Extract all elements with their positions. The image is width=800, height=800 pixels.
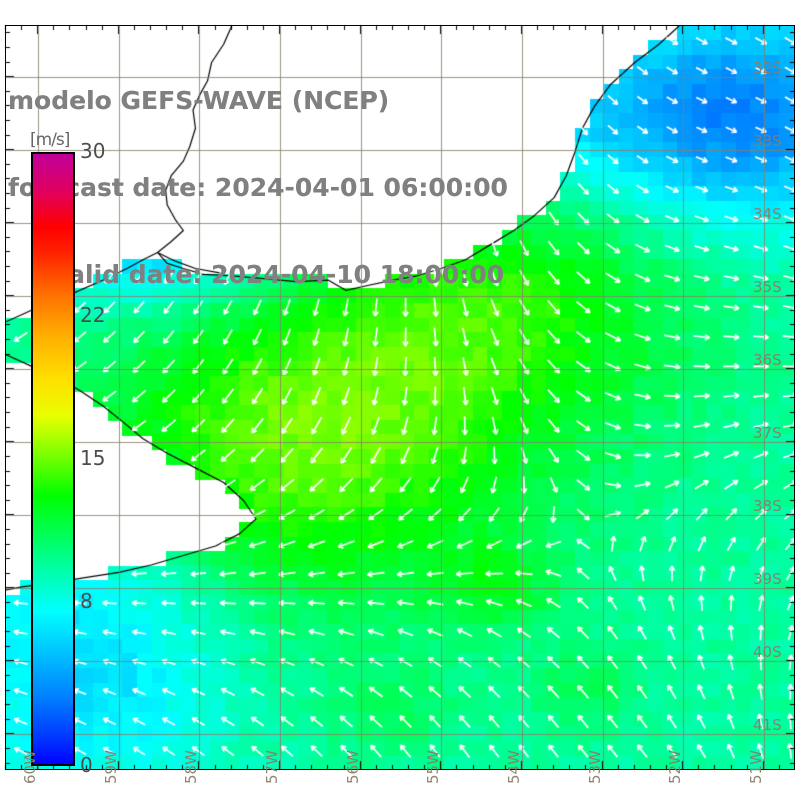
title-model-line: modelo GEFS-WAVE (NCEP) (8, 86, 390, 115)
lon-label-51w: 51W (746, 750, 765, 784)
colorbar-tick-30: 30 (80, 139, 106, 163)
lat-label-34s: 34S (753, 205, 782, 224)
lon-label-58w: 58W (182, 750, 201, 784)
lat-label-40s: 40S (753, 643, 782, 662)
colorbar (31, 152, 75, 766)
lat-label-41s: 41S (753, 716, 782, 735)
lat-label-35s: 35S (753, 278, 782, 297)
colorbar-tick-8: 8 (80, 589, 93, 614)
title-forecast-date-line: forecast date: 2024-04-01 06:00:00 (8, 173, 508, 202)
lon-label-57w: 57W (263, 750, 282, 784)
lat-label-33s: 33S (753, 132, 782, 151)
lon-label-59w: 59W (101, 750, 120, 784)
colorbar-tick-15: 15 (80, 446, 106, 470)
colorbar-gradient (31, 152, 75, 766)
lon-label-55w: 55W (424, 750, 443, 784)
lon-label-53w: 53W (585, 750, 604, 784)
lat-label-37s: 37S (753, 424, 782, 443)
colorbar-tick-0: 0 (80, 753, 93, 777)
colorbar-tick-22: 22 (80, 302, 106, 327)
lat-label-39s: 39S (753, 570, 782, 589)
lon-label-56w: 56W (343, 750, 362, 784)
lat-label-32s: 32S (753, 59, 782, 78)
title-valid-date-line: valid date: 2024-04-10 18:00:00 (51, 260, 505, 289)
lon-label-54w: 54W (504, 750, 523, 784)
lat-label-36s: 36S (753, 351, 782, 370)
colorbar-units-label: [m/s] (30, 130, 70, 150)
lon-label-60w: 60W (21, 750, 40, 784)
plot-title: modelo GEFS-WAVE (NCEP) forecast date: 2… (8, 28, 548, 347)
lat-label-38s: 38S (753, 497, 782, 516)
lon-label-52w: 52W (666, 750, 685, 784)
